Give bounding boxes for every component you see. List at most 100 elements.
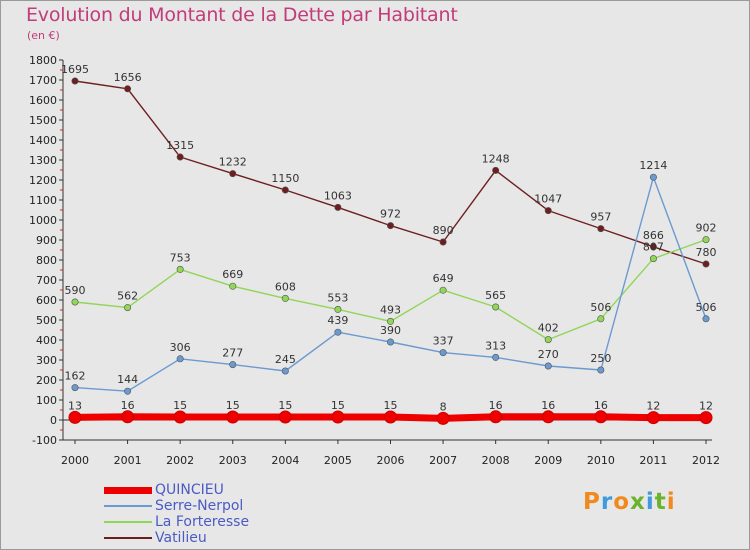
data-point: [386, 222, 394, 230]
data-point: [68, 410, 82, 424]
data-label: 553: [327, 291, 348, 304]
data-label: 1232: [219, 156, 247, 169]
data-point: [121, 410, 135, 424]
data-label: 1656: [114, 71, 142, 84]
data-point: [334, 305, 342, 313]
data-label: 313: [485, 339, 506, 352]
legend-swatch: [104, 505, 152, 507]
data-point: [594, 410, 608, 424]
data-point: [597, 315, 605, 323]
data-label: 12: [646, 400, 660, 413]
y-tick: 400: [36, 334, 63, 347]
data-label: 245: [275, 353, 296, 366]
data-point: [439, 238, 447, 246]
data-label: 15: [226, 399, 240, 412]
y-tick: 0: [50, 414, 63, 427]
y-tick-label: 900: [36, 234, 57, 247]
data-point: [649, 173, 657, 181]
legend-label: La Forteresse: [155, 514, 250, 530]
data-label: 807: [643, 241, 664, 254]
x-tick-label: 2006: [377, 454, 405, 467]
data-label: 270: [538, 348, 559, 361]
x-tick: 2010: [587, 440, 615, 467]
data-point: [71, 77, 79, 85]
y-tick: 1400: [29, 134, 63, 147]
data-label: 8: [440, 400, 447, 413]
brand-letter: i: [666, 489, 676, 515]
data-point: [124, 387, 132, 395]
data-point: [649, 243, 657, 251]
data-label: 590: [65, 284, 86, 297]
legend-swatch: [104, 537, 152, 539]
data-point: [386, 317, 394, 325]
data-label: 16: [594, 399, 608, 412]
data-label: 390: [380, 324, 401, 337]
data-point: [281, 367, 289, 375]
x-tick: 2002: [166, 440, 194, 467]
data-point: [124, 304, 132, 312]
data-point: [597, 366, 605, 374]
x-tick: 2006: [377, 440, 405, 467]
data-point: [176, 355, 184, 363]
legend-label: Vatilieu: [155, 530, 207, 546]
series-la-forteresse: [71, 236, 710, 344]
data-label: 1695: [61, 63, 89, 76]
data-point: [173, 410, 187, 424]
legend-swatch: [104, 521, 152, 523]
y-tick: 1000: [29, 214, 63, 227]
x-tick-label: 2010: [587, 454, 615, 467]
y-tick: 1300: [29, 154, 63, 167]
y-tick-label: 100: [36, 394, 57, 407]
y-tick: 1600: [29, 94, 63, 107]
series-quincieu: [68, 410, 713, 425]
y-tick-label: 800: [36, 254, 57, 267]
data-label: 608: [275, 280, 296, 293]
y-tick: 200: [36, 374, 63, 387]
data-label: 957: [590, 211, 611, 224]
y-tick-label: 1500: [29, 114, 57, 127]
y-tick: 600: [36, 294, 63, 307]
y-tick-label: 700: [36, 274, 57, 287]
data-point: [544, 362, 552, 370]
brand-letter: r: [600, 489, 614, 515]
data-label: 402: [538, 322, 559, 335]
data-point: [492, 353, 500, 361]
x-tick: 2000: [61, 440, 89, 467]
data-point: [334, 328, 342, 336]
series-line: [74, 80, 707, 265]
legend-label: QUINCIEU: [155, 482, 224, 498]
y-tick-label: 500: [36, 314, 57, 327]
x-tick: 2008: [482, 440, 510, 467]
data-point: [331, 410, 345, 424]
data-label: 15: [173, 399, 187, 412]
data-point: [702, 236, 710, 244]
data-point: [226, 410, 240, 424]
data-label: 890: [433, 224, 454, 237]
data-point: [436, 411, 450, 425]
x-tick-label: 2001: [114, 454, 142, 467]
x-tick: 2001: [114, 440, 142, 467]
data-point: [544, 336, 552, 344]
x-tick-label: 2005: [324, 454, 352, 467]
y-tick: 300: [36, 354, 63, 367]
data-label: 1214: [639, 159, 667, 172]
data-point: [646, 411, 660, 425]
data-label: 669: [222, 268, 243, 281]
data-label: 565: [485, 289, 506, 302]
y-tick: 700: [36, 274, 63, 287]
data-label: 866: [643, 229, 664, 242]
data-label: 780: [696, 246, 717, 259]
data-label: 13: [68, 399, 82, 412]
data-label: 649: [433, 272, 454, 285]
x-tick: 2007: [429, 440, 457, 467]
data-point: [702, 315, 710, 323]
data-point: [492, 303, 500, 311]
brand-letter: i: [645, 489, 655, 515]
chart-unit: (en €): [27, 29, 60, 42]
x-tick: 2004: [271, 440, 299, 467]
x-tick-label: 2004: [271, 454, 299, 467]
x-tick-label: 2009: [534, 454, 562, 467]
y-tick: 1800: [29, 54, 63, 67]
